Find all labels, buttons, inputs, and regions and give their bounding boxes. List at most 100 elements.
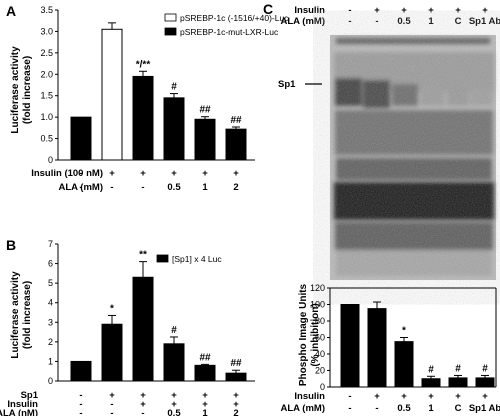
panel-b-condition-label: ALA (nM): [0, 408, 38, 416]
panel-c-condition-value: 0.5: [397, 403, 411, 414]
panel-a-plot: 00.51.01.52.02.53.03.5*/**#####: [40, 5, 255, 165]
panel-b-ylabel-line1: Luciferase activity: [10, 271, 21, 359]
panel-a-condition-value: -: [79, 168, 82, 179]
panel-c-bar: [394, 341, 414, 388]
panel-c-bar: [340, 304, 360, 388]
panel-c-ytick-label: 40: [315, 349, 325, 359]
panel-b-significance-mark: ##: [230, 358, 242, 369]
panel-c-bar: [475, 377, 495, 388]
panel-a-bar: [70, 116, 92, 161]
panel-c-gel-conditions: Insulin - + + + + +ALA (mM) - -0.5 1 C Sp1 Ab: [281, 5, 500, 27]
gel-grain: [330, 35, 496, 280]
panel-b-ytick-label: 4: [48, 298, 53, 308]
panel-c-gel-condition-value: -: [375, 16, 378, 27]
panel-c-gel-condition-value: -: [348, 5, 351, 16]
panel-b-ytick-label: 2: [48, 337, 53, 347]
panel-b-ytick-label: 3: [48, 317, 53, 327]
panel-a-condition-value: 0.5: [167, 182, 181, 193]
panel-a-bar: [194, 118, 216, 161]
panel-a-bar: [101, 28, 123, 161]
panel-b-bar: [101, 323, 123, 382]
panel-b-significance-mark: **: [139, 250, 147, 261]
panel-a-condition-value: +: [109, 168, 115, 179]
panel-c-condition-value: -: [348, 403, 351, 414]
panel-a-ytick-label: 0.5: [40, 134, 53, 144]
panel-c-ytick-label: 0: [320, 382, 325, 392]
panel-b-condition-value: -: [110, 399, 113, 410]
panel-b-ytick-label: 6: [48, 259, 53, 269]
panel-c-condition-value: +: [428, 391, 434, 402]
panel-a-ytick-label: 1.5: [40, 91, 53, 101]
panel-b-condition-value: -: [79, 399, 82, 410]
panel-a-bar: [225, 128, 247, 161]
panel-b-condition-value: +: [171, 390, 177, 401]
panel-c-gel-condition-value: -: [348, 16, 351, 27]
panel-a-ylabel-line1: Luciferase activity: [10, 46, 21, 134]
panel-c-condition-value: +: [401, 391, 407, 402]
panel-c-ytick-label: 120: [310, 283, 325, 293]
panel-a-condition-value: -: [79, 182, 82, 193]
panel-a-condition-label: Insulin (100 nM): [31, 168, 103, 179]
panel-c-gel-condition-value: Sp1 Ab: [469, 16, 500, 27]
panel-a-condition-value: +: [233, 168, 239, 179]
legend-entry-sp1-luc: [Sp1] x 4 Luc: [172, 254, 222, 264]
panel-b-ytick-label: 5: [48, 278, 53, 288]
panel-c-condition-value: -: [375, 403, 378, 414]
emsa-gel-image: [330, 35, 496, 280]
panel-a-condition-label: ALA (mM): [59, 182, 104, 193]
panel-b-condition-value: -: [110, 408, 113, 416]
panel-c-condition-label: Insulin: [294, 391, 325, 402]
panel-c-gel-condition-value: +: [482, 5, 488, 16]
panel-a-condition-value: +: [140, 168, 146, 179]
panel-b-ylabel-line2: (fold increase): [22, 281, 33, 349]
panel-b: B Luciferase activity (fold increase) 0 1…: [0, 237, 255, 416]
panel-b-condition-value: 0.5: [167, 408, 181, 416]
legend-entry-wildtype: pSREBP-1c (-1516/+40)-Luc: [180, 13, 289, 23]
panel-a-condition-value: -: [110, 182, 113, 193]
panel-b-condition-value: +: [171, 399, 177, 410]
legend-swatch-filled: [164, 27, 177, 36]
panel-b-condition-label: Sp1: [21, 390, 39, 401]
panel-b-significance-mark: ##: [199, 352, 211, 363]
panel-b-condition-value: -: [141, 408, 144, 416]
panel-c-gel-condition-value: 1: [428, 16, 434, 27]
panel-b-bar: [132, 276, 154, 382]
panel-c-gel-condition-value: +: [374, 5, 380, 16]
panel-c-significance-mark: #: [482, 363, 488, 374]
panel-b-condition-value: +: [109, 390, 115, 401]
panel-b-bar: [70, 360, 92, 382]
panel-a-condition-value: 2: [233, 182, 238, 193]
panel-c-significance-mark: *: [402, 326, 406, 337]
panel-a-label: A: [6, 3, 16, 19]
panel-a-bar: [163, 97, 185, 161]
panel-b-condition-value: 1: [202, 408, 208, 416]
panel-a-legend: pSREBP-1c (-1516/+40)-Luc pSREBP-1c-mut-…: [164, 13, 289, 37]
panel-b-condition-value: +: [140, 399, 146, 410]
panel-c-ylabel-line1: Phospho Image Units: [298, 283, 309, 386]
panel-c-condition-value: -: [348, 391, 351, 402]
panel-a-condition-value: +: [202, 168, 208, 179]
panel-a-condition-value: 1: [202, 182, 208, 193]
panel-c-bar: [421, 378, 441, 388]
panel-c-ylabel-line2: (% inhibition): [310, 303, 321, 366]
panel-c-gel-condition-value: +: [455, 5, 461, 16]
panel-c-gel-condition-value: 0.5: [397, 16, 411, 27]
panel-c-ytick-label: 60: [315, 333, 325, 343]
panel-b-significance-mark: *: [110, 303, 114, 314]
panel-b-condition-value: +: [202, 390, 208, 401]
legend-entry-mut-lxr: pSREBP-1c-mut-LXR-Luc: [180, 27, 279, 37]
panel-b-condition-value: +: [140, 390, 146, 401]
sp1-band-label: Sp1: [278, 79, 296, 90]
panel-a-ytick-label: 3.0: [40, 26, 53, 36]
panel-a-significance-mark: #: [171, 82, 177, 93]
panel-c-condition-value: +: [455, 391, 461, 402]
panel-c-bar: [367, 308, 387, 388]
panel-a-ytick-label: 2.0: [40, 69, 53, 79]
panel-c-gel-condition-label: ALA (mM): [281, 16, 326, 27]
panel-b-condition-value: -: [79, 408, 82, 416]
panel-c-conditions: Insulin - + + + + +ALA (mM) - -0.5 1 C Sp1 Ab: [281, 391, 500, 414]
panel-b-condition-label: Insulin: [7, 399, 38, 410]
panel-c-gel-condition-value: +: [401, 5, 407, 16]
